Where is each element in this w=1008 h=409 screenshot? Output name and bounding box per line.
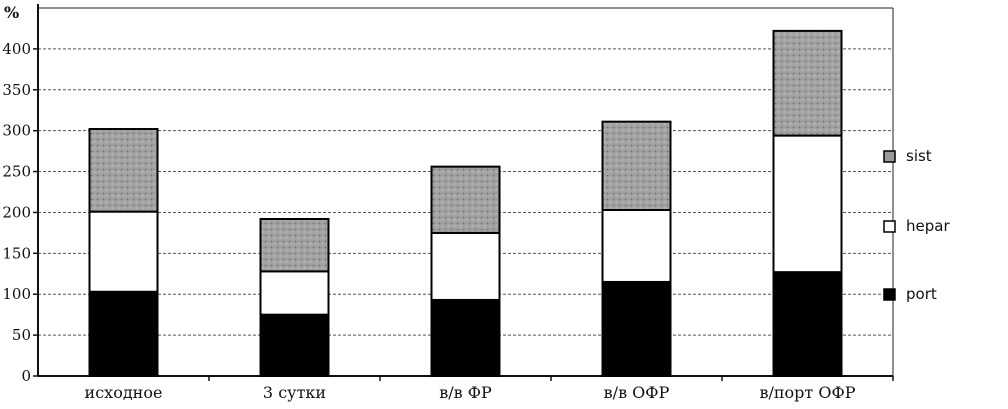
y-tick-label: 100 — [2, 285, 31, 303]
bar-segment-hepar — [772, 134, 843, 274]
bar-segment-sist — [772, 29, 843, 137]
legend-label-hepar: hepar — [906, 217, 950, 235]
bar-segment-sist — [430, 165, 501, 234]
legend-label-sist: sist — [906, 147, 932, 165]
bar-segment-sist — [88, 128, 159, 213]
axis-labels: 0 50 100 150 200 250 300 350 400% исходное 3 сутки… — [2, 3, 855, 402]
x-category-label: исходное — [85, 383, 163, 402]
legend-swatch-sist — [883, 150, 896, 163]
y-tick-label: 150 — [2, 244, 31, 262]
bar-segment-sist — [259, 217, 330, 273]
x-category-label: в/в ФР — [439, 383, 492, 402]
bars — [88, 29, 843, 378]
y-axis-unit-label: % — [4, 3, 19, 22]
bar-segment-port — [88, 290, 159, 377]
bar-segment-port — [430, 298, 501, 377]
y-tick-label: 300 — [2, 122, 31, 140]
y-tick-label: 0 — [21, 367, 31, 385]
legend-label-port: port — [906, 285, 937, 303]
bar-segment-port — [259, 313, 330, 377]
bar-segment-hepar — [259, 270, 330, 316]
bar-segment-port — [772, 271, 843, 377]
x-category-label: в/порт ОФР — [759, 383, 855, 402]
legend-swatch-hepar — [883, 220, 896, 233]
bar-segment-sist — [601, 120, 672, 211]
x-category-label: 3 сутки — [263, 383, 326, 402]
y-tick-label: 200 — [2, 203, 31, 221]
y-tick-label: 250 — [2, 163, 31, 181]
bar-segment-hepar — [88, 210, 159, 293]
legend: port hepar sist — [883, 147, 950, 303]
y-tick-label: 400 — [2, 40, 31, 58]
bar-segment-hepar — [601, 208, 672, 283]
bar-segment-hepar — [430, 231, 501, 301]
y-tick-label: 350 — [2, 81, 31, 99]
x-category-label: в/в ОФР — [604, 383, 670, 402]
bar-segment-port — [601, 280, 672, 378]
legend-swatch-port — [883, 288, 896, 301]
y-tick-label: 50 — [12, 326, 31, 344]
